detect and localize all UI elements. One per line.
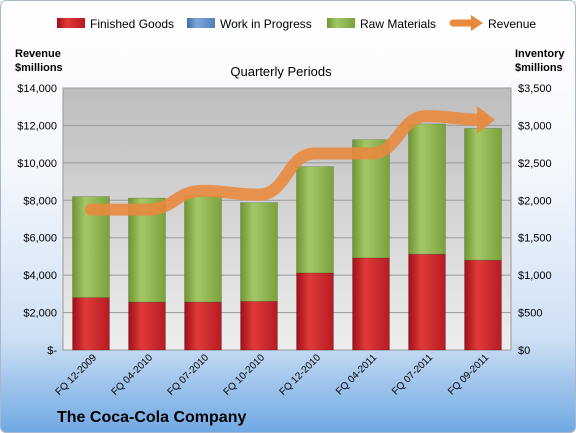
right-axis-title-line2: $millions [515,62,563,74]
right-tick-label: $2,000 [518,195,552,207]
bar-raw-materials [464,128,502,261]
right-tick-label: $2,500 [518,158,552,170]
right-tick-label: $3,500 [518,83,552,95]
x-tick-label: FQ 04-2010 [110,352,156,398]
x-tick-label: FQ 09-2011 [446,352,491,397]
company-name: The Coca-Cola Company [57,409,246,426]
left-axis-title-line1: Revenue [15,48,61,60]
right-axis-ticks: $0 $500 $1,000 $1,500 $2,000 $2,500 $3,000 $3,5… [518,83,552,357]
legend-label-revenue: Revenue [488,17,536,31]
revenue-arrowhead [477,105,495,134]
chart-title: Quarterly Periods [230,64,332,79]
left-tick-label: $2,000 [23,308,57,320]
bar-raw-materials [408,123,446,255]
bar-finished-goods [240,301,278,351]
bar-finished-goods [408,253,446,351]
x-tick-label: FQ 12-2010 [278,352,324,398]
x-tick-label: FQ 07-2010 [166,352,212,398]
left-tick-label: $- [47,345,57,357]
bar-raw-materials [296,166,334,274]
right-axis-title-line1: Inventory [515,48,565,60]
left-axis-ticks: $- $2,000 $4,000 $6,000 $8,000 $10,000 $12,000… [17,83,57,357]
left-tick-label: $4,000 [23,270,57,282]
bar-finished-goods [128,301,166,351]
bar-finished-goods [296,272,334,351]
bar-finished-goods [72,297,110,351]
right-tick-label: $1,000 [518,270,552,282]
legend-swatch-finished-goods [57,18,85,28]
legend-swatch-raw-materials [327,18,355,28]
legend-label-raw-materials: Raw Materials [360,17,436,31]
right-tick-label: $3,000 [518,120,552,132]
legend: Finished Goods Work in Progress Raw Mate… [57,15,536,31]
bar-raw-materials [184,195,222,303]
bar-finished-goods [464,259,502,351]
left-tick-label: $12,000 [17,120,57,132]
revenue-line [85,105,495,216]
legend-label-work-in-progress: Work in Progress [220,17,312,31]
bar-raw-materials [240,202,278,302]
x-tick-label: FQ 07-2011 [390,352,435,397]
x-tick-label: FQ 10-2010 [222,352,268,398]
left-tick-label: $6,000 [23,233,57,245]
left-axis-title-line2: $millions [15,62,63,74]
legend-arrowhead-revenue [471,15,483,31]
x-axis-ticks: FQ 12-2009 FQ 04-2010 FQ 07-2010 FQ 10-2010… [54,352,492,398]
bar-finished-goods [184,301,222,351]
x-tick-label: FQ 04-2011 [334,352,379,397]
revenue-line-path [85,110,489,216]
legend-swatch-work-in-progress [187,18,215,28]
right-tick-label: $0 [518,345,530,357]
bar-finished-goods [352,257,390,351]
right-tick-label: $1,500 [518,233,552,245]
right-tick-label: $500 [518,308,542,320]
x-tick-label: FQ 12-2009 [54,352,100,398]
left-tick-label: $8,000 [23,195,57,207]
legend-label-finished-goods: Finished Goods [90,17,174,31]
left-tick-label: $10,000 [17,158,57,170]
left-tick-label: $14,000 [17,83,57,95]
